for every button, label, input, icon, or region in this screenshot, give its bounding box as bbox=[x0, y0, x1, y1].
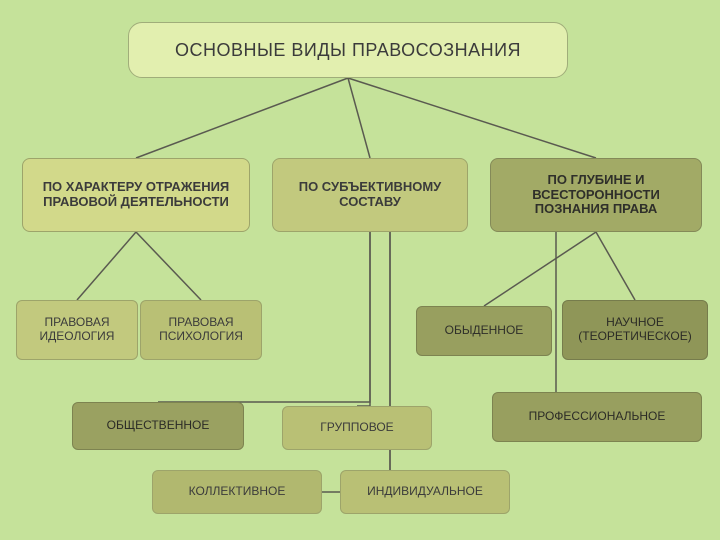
node-psychology: ПРАВОВАЯ ПСИХОЛОГИЯ bbox=[140, 300, 262, 360]
edge-cat3-scientific bbox=[596, 232, 635, 300]
node-cat2: ПО СУБЪЕКТИВНОМУ СОСТАВУ bbox=[272, 158, 468, 232]
diagram-stage: ОСНОВНЫЕ ВИДЫ ПРАВОСОЗНАНИЯ ПО ХАРАКТЕРУ … bbox=[0, 0, 720, 540]
edge-root-cat1 bbox=[136, 78, 348, 158]
node-individual: ИНДИВИДУАЛЬНОЕ bbox=[340, 470, 510, 514]
node-ideology: ПРАВОВАЯ ИДЕОЛОГИЯ bbox=[16, 300, 138, 360]
node-cat3: ПО ГЛУБИНЕ И ВСЕСТОРОННОСТИ ПОЗНАНИЯ ПРА… bbox=[490, 158, 702, 232]
node-cat1: ПО ХАРАКТЕРУ ОТРАЖЕНИЯ ПРАВОВОЙ ДЕЯТЕЛЬН… bbox=[22, 158, 250, 232]
edge-cat1-psychology bbox=[136, 232, 201, 300]
node-collective: КОЛЛЕКТИВНОЕ bbox=[152, 470, 322, 514]
edge-cat2-group bbox=[357, 232, 370, 406]
node-ordinary: ОБЫДЕННОЕ bbox=[416, 306, 552, 356]
node-professional: ПРОФЕССИОНАЛЬНОЕ bbox=[492, 392, 702, 442]
node-root: ОСНОВНЫЕ ВИДЫ ПРАВОСОЗНАНИЯ bbox=[128, 22, 568, 78]
node-group: ГРУППОВОЕ bbox=[282, 406, 432, 450]
edge-cat1-ideology bbox=[77, 232, 136, 300]
edge-root-cat2 bbox=[348, 78, 370, 158]
node-scientific: НАУЧНОЕ (ТЕОРЕТИЧЕСКОЕ) bbox=[562, 300, 708, 360]
edge-cat3-ordinary bbox=[484, 232, 596, 306]
node-public: ОБЩЕСТВЕННОЕ bbox=[72, 402, 244, 450]
connectors-layer bbox=[0, 0, 720, 540]
edge-cat2-individual bbox=[340, 232, 390, 492]
edge-cat2-collective bbox=[322, 232, 390, 492]
edge-root-cat3 bbox=[348, 78, 596, 158]
